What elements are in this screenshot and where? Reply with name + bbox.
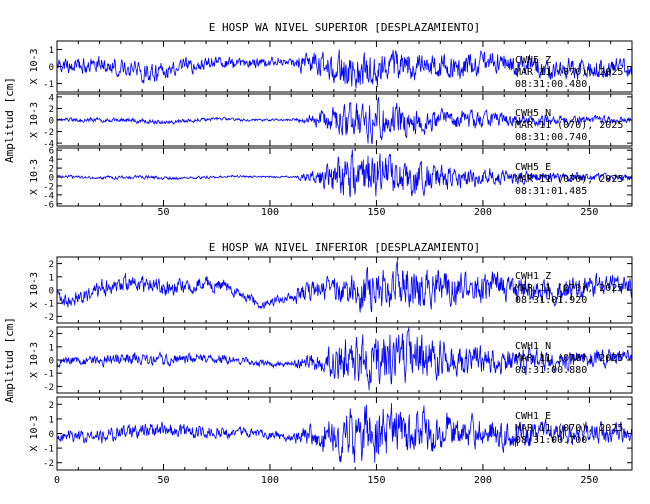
seismic-trace — [56, 49, 633, 89]
station-label: CWH5 N — [515, 108, 551, 119]
y-tick-label: 0 — [49, 287, 54, 297]
date-label: MAR 11 (070), 2025 — [515, 283, 623, 294]
x-tick-label: 250 — [580, 475, 598, 486]
time-label: 08:31:00.740 — [515, 132, 587, 143]
y-tick-label: 0 — [49, 63, 54, 73]
date-label: MAR 11 (070), 2025 — [515, 174, 623, 185]
y-tick-label: 0 — [49, 117, 54, 127]
x-tick-label: 250 — [580, 207, 598, 218]
y-tick-label: 0 — [49, 357, 54, 367]
y-tick-label: 1 — [49, 46, 54, 56]
y-tick-label: -1 — [43, 370, 54, 380]
y-tick-label: 6 — [49, 147, 54, 157]
x-tick-label: 50 — [157, 207, 169, 218]
x-tick-label: 150 — [367, 207, 385, 218]
y-tick-label: 2 — [49, 401, 54, 411]
scale-label: X 10-3 — [29, 159, 40, 195]
seismic-trace — [56, 327, 633, 391]
y-tick-label: -4 — [43, 191, 54, 201]
scale-label: X 10-3 — [29, 272, 40, 308]
date-label: MAR 11 (070), 2025 — [515, 67, 623, 78]
y-tick-label: -1 — [43, 80, 54, 90]
scale-label: X 10-3 — [29, 342, 40, 378]
y-tick-label: 1 — [49, 415, 54, 425]
time-label: 08:31:01.485 — [515, 186, 587, 197]
y-tick-label: 1 — [49, 343, 54, 353]
x-tick-label: 0 — [54, 475, 60, 486]
y-tick-label: -6 — [43, 200, 54, 210]
date-label: MAR 11 (070), 2025 — [515, 120, 623, 131]
scale-label: X 10-3 — [29, 102, 40, 138]
y-tick-label: -1 — [43, 445, 54, 455]
station-label: CWH1 N — [515, 341, 551, 352]
y-tick-label: -2 — [43, 459, 54, 469]
y-axis-label: Amplitud [cm] — [3, 317, 16, 403]
y-tick-label: -2 — [43, 182, 54, 192]
y-tick-label: -4 — [43, 140, 54, 150]
x-tick-label: 100 — [261, 207, 279, 218]
y-tick-label: -1 — [43, 300, 54, 310]
time-label: 08:31:01.920 — [515, 295, 587, 306]
y-tick-label: 4 — [49, 156, 54, 166]
chart-title: E HOSP WA NIVEL SUPERIOR [DESPLAZAMIENTO… — [209, 21, 481, 34]
scale-label: X 10-3 — [29, 48, 40, 84]
x-tick-label: 150 — [367, 475, 385, 486]
chart-title: E HOSP WA NIVEL INFERIOR [DESPLAZAMIENTO… — [209, 241, 481, 254]
seismic-trace — [56, 149, 633, 198]
date-label: MAR 11 (070), 2025 — [515, 423, 623, 434]
y-tick-label: -2 — [43, 313, 54, 323]
y-tick-label: 1 — [49, 273, 54, 283]
seismic-trace — [56, 97, 633, 145]
seismic-trace — [56, 403, 633, 463]
x-tick-label: 100 — [261, 475, 279, 486]
station-label: CWH1 E — [515, 411, 551, 422]
y-tick-label: 2 — [49, 105, 54, 115]
chart-2: E HOSP WA NIVEL INFERIOR [DESPLAZAMIENTO… — [3, 241, 633, 486]
seismic-trace — [56, 260, 633, 313]
time-label: 08:31:00.700 — [515, 435, 587, 446]
station-label: CWH1 Z — [515, 271, 551, 282]
station-label: CWH5 E — [515, 162, 551, 173]
y-tick-label: 2 — [49, 260, 54, 270]
y-tick-label: 4 — [49, 93, 54, 103]
x-tick-label: 200 — [474, 207, 492, 218]
x-tick-label: 50 — [157, 475, 169, 486]
x-tick-label: 200 — [474, 475, 492, 486]
date-label: MAR 11 (070), 2025 — [515, 353, 623, 364]
time-label: 08:31:00.880 — [515, 365, 587, 376]
scale-label: X 10-3 — [29, 415, 40, 451]
y-tick-label: 2 — [49, 165, 54, 175]
y-tick-label: 0 — [49, 174, 54, 184]
y-tick-label: 0 — [49, 430, 54, 440]
y-tick-label: -2 — [43, 383, 54, 393]
time-label: 08:31:00.480 — [515, 79, 587, 90]
chart-1: E HOSP WA NIVEL SUPERIOR [DESPLAZAMIENTO… — [3, 21, 633, 218]
y-axis-label: Amplitud [cm] — [3, 77, 16, 163]
station-label: CWH5 Z — [515, 55, 551, 66]
y-tick-label: -2 — [43, 128, 54, 138]
y-tick-label: 2 — [49, 330, 54, 340]
